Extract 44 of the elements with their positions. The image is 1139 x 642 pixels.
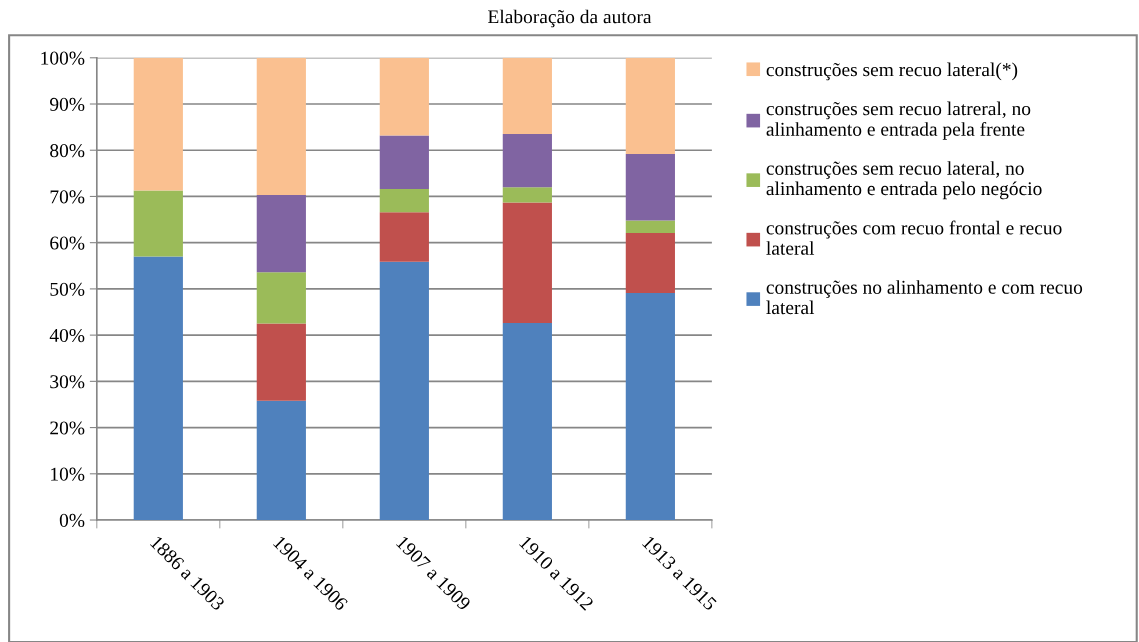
bar (502, 202, 552, 324)
y-tick-label: 10% (51, 467, 85, 481)
bar (379, 261, 429, 521)
bar (256, 400, 306, 521)
y-tick-label: 50% (50, 282, 85, 296)
y-tick-label: 60% (50, 236, 85, 250)
legend-label: construções com recuo frontal e recuo lateral (766, 220, 1062, 255)
bar (256, 57, 306, 196)
bar (256, 272, 306, 324)
bar (379, 212, 429, 262)
bar (502, 57, 552, 135)
bar (133, 190, 183, 257)
text: Elaboração da autora (488, 9, 652, 28)
bar (133, 256, 183, 521)
y-tick-label: 70% (50, 190, 85, 204)
bar (502, 323, 552, 521)
y-tick-label: 90% (49, 97, 85, 112)
y-tick-label: 30% (50, 375, 85, 389)
bar (502, 187, 552, 203)
x-tick-label: 1913 a 1915 (641, 535, 718, 612)
bar (625, 57, 675, 154)
legend-label: construções sem recuo lateral, no alinhamento e entrada pelo negócio (766, 161, 1042, 200)
bar (379, 57, 429, 136)
bar (502, 134, 552, 188)
y-tick-label: 80% (50, 144, 85, 158)
legend-label: construções sem recuo lateral(*) (766, 62, 1018, 81)
x-tick-label: 1907 a 1909 (395, 535, 472, 611)
legend-label: construções sem recuo latreral, no alinhamento e entrada pela frente (766, 101, 1031, 140)
legend-label: construções no alinhamento e com recuo lateral (766, 280, 1083, 315)
bar (379, 135, 429, 190)
bar (625, 293, 675, 521)
y-tick-label: 100% (41, 51, 85, 65)
y-tick-label: 0% (59, 513, 85, 528)
y-tick-label: 20% (50, 421, 85, 435)
bar (625, 153, 675, 221)
bar (256, 195, 306, 273)
bar (133, 57, 183, 191)
y-tick-label: 40% (49, 328, 85, 343)
bar (625, 232, 675, 294)
bar (379, 189, 429, 213)
bar (256, 323, 306, 401)
x-tick-label: 1904 a 1906 (272, 535, 349, 612)
bar (625, 220, 675, 233)
x-tick-label: 1886 a 1903 (149, 535, 226, 612)
